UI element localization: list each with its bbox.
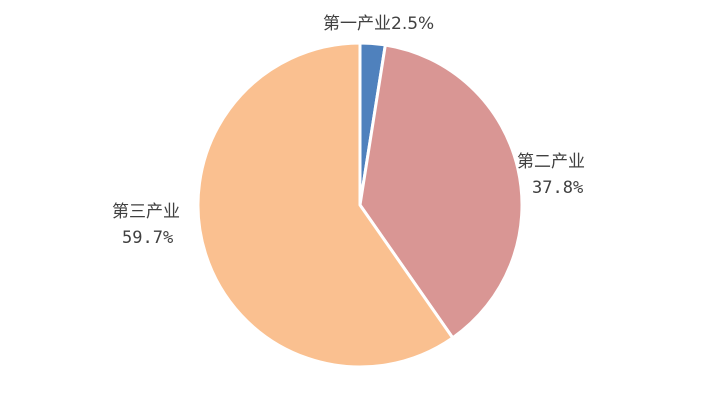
slice-secondary-industry — [358, 43, 524, 340]
label-primary-industry: 第一产业2.5% — [323, 14, 434, 34]
slice-tertiary-industry — [196, 41, 455, 369]
label-tertiary-industry-name: 第三产业 — [112, 202, 180, 222]
label-primary-industry-name: 第一产业 — [323, 14, 391, 34]
label-secondary-industry-value: 37.8% — [532, 178, 583, 198]
pie-slices — [196, 41, 524, 369]
label-tertiary-industry-value: 59.7% — [122, 228, 173, 248]
label-secondary-industry-name: 第二产业 — [517, 152, 585, 172]
label-primary-industry-value: 2.5% — [391, 14, 434, 34]
